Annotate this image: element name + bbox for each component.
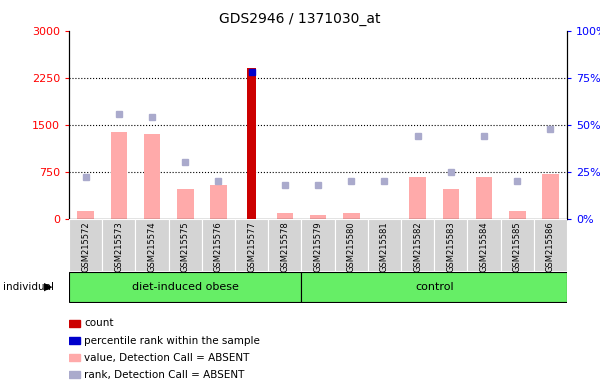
Text: GSM215583: GSM215583 <box>446 222 455 272</box>
Text: count: count <box>84 318 113 328</box>
Bar <box>476 177 493 219</box>
Text: rank, Detection Call = ABSENT: rank, Detection Call = ABSENT <box>84 370 244 380</box>
Bar <box>500 219 534 271</box>
Text: GDS2946 / 1371030_at: GDS2946 / 1371030_at <box>219 12 381 25</box>
Bar <box>277 213 293 219</box>
Text: value, Detection Call = ABSENT: value, Detection Call = ABSENT <box>84 353 250 362</box>
Bar <box>169 219 202 271</box>
Text: GSM215580: GSM215580 <box>347 222 356 272</box>
Bar <box>69 371 80 378</box>
Text: GSM215578: GSM215578 <box>280 222 289 272</box>
Bar <box>542 174 559 219</box>
Bar <box>268 219 301 271</box>
Text: individual: individual <box>3 282 54 292</box>
Bar <box>301 272 567 302</box>
Text: ▶: ▶ <box>44 282 52 292</box>
Bar <box>69 219 102 271</box>
Text: GSM215572: GSM215572 <box>81 222 90 272</box>
Bar <box>401 219 434 271</box>
Text: diet-induced obese: diet-induced obese <box>132 282 239 292</box>
Bar <box>144 134 160 219</box>
Bar <box>110 132 127 219</box>
Bar <box>69 272 301 302</box>
Text: GSM215575: GSM215575 <box>181 222 190 272</box>
Text: GSM215584: GSM215584 <box>479 222 488 272</box>
Text: control: control <box>415 282 454 292</box>
Bar <box>335 219 368 271</box>
Text: GSM215577: GSM215577 <box>247 222 256 272</box>
Bar <box>509 211 526 219</box>
Text: GSM215574: GSM215574 <box>148 222 157 272</box>
Text: GSM215582: GSM215582 <box>413 222 422 272</box>
Bar <box>77 211 94 219</box>
Bar <box>467 219 500 271</box>
Bar <box>434 219 467 271</box>
Text: GSM215581: GSM215581 <box>380 222 389 272</box>
Bar <box>409 177 426 219</box>
Bar <box>202 219 235 271</box>
Bar <box>343 213 359 219</box>
Text: percentile rank within the sample: percentile rank within the sample <box>84 336 260 346</box>
Bar <box>235 219 268 271</box>
Text: GSM215579: GSM215579 <box>314 222 323 272</box>
Bar <box>69 320 80 327</box>
Bar <box>69 337 80 344</box>
Bar <box>368 219 401 271</box>
Bar <box>534 219 567 271</box>
Bar <box>247 68 256 219</box>
Bar <box>102 219 136 271</box>
Bar <box>443 189 459 219</box>
Bar <box>177 189 193 219</box>
Text: GSM215576: GSM215576 <box>214 222 223 272</box>
Bar <box>301 219 335 271</box>
Text: GSM215573: GSM215573 <box>114 222 124 272</box>
Bar <box>69 354 80 361</box>
Bar <box>310 215 326 219</box>
Bar <box>210 185 227 219</box>
Text: GSM215586: GSM215586 <box>546 222 555 272</box>
Bar <box>136 219 169 271</box>
Text: GSM215585: GSM215585 <box>513 222 522 272</box>
